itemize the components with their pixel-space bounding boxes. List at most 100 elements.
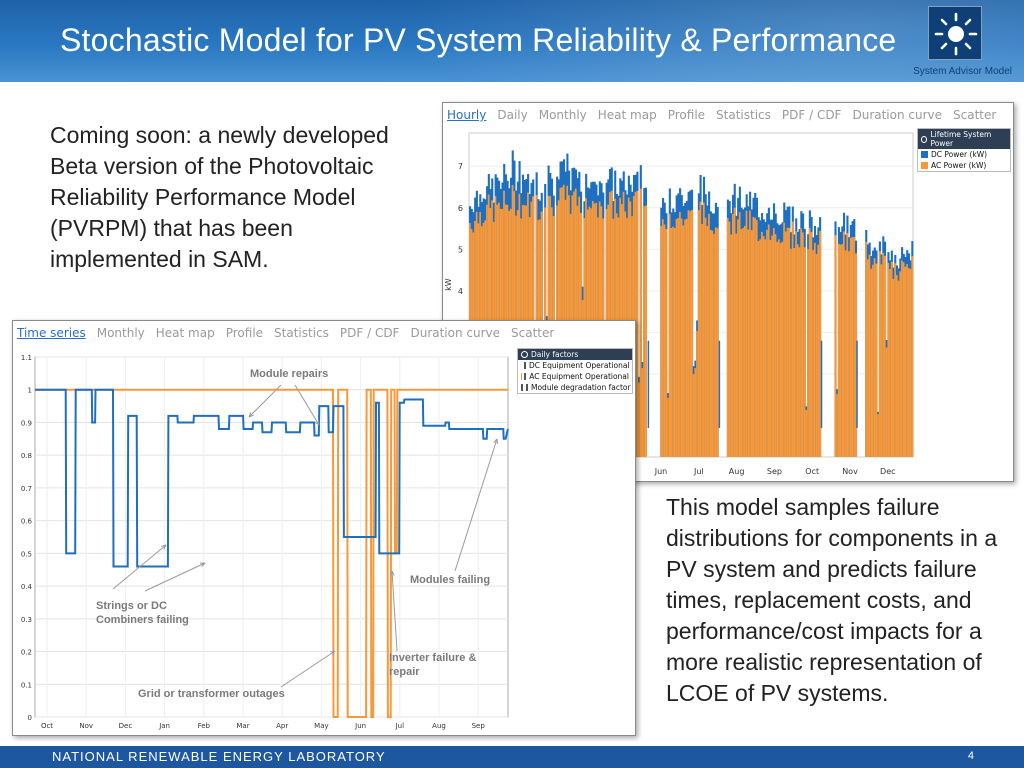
legend-item-ac-equipment[interactable]: AC Equipment Operational (518, 371, 632, 382)
back-tab-daily[interactable]: Daily (497, 108, 528, 122)
ac-power-bar (665, 229, 668, 457)
legend-item-module-degradation[interactable]: Module degradation factor (518, 382, 632, 393)
legend-label-dc: DC Power (kW) (931, 150, 988, 159)
slide-header: Stochastic Model for PV System Reliabili… (0, 0, 1024, 82)
front-tab-time-series[interactable]: Time series (17, 326, 86, 340)
ac-power-bar (837, 243, 840, 457)
ac-power-bar (803, 247, 806, 457)
annotation-grid: Grid or transformer outages (138, 688, 285, 700)
back-tab-monthly[interactable]: Monthly (538, 108, 587, 122)
ac-power-bar (805, 410, 808, 457)
annotation-arrow (454, 438, 498, 572)
ac-power-bar (795, 231, 798, 457)
ac-power-bar (673, 227, 677, 457)
ac-power-bar (692, 374, 695, 457)
y-tick-label: 0.1 (21, 681, 32, 689)
ac-power-bar (702, 202, 706, 457)
ac-power-bar (904, 266, 907, 457)
x-tick-label: Jul (693, 467, 704, 476)
ac-power-bar (875, 263, 878, 457)
ac-power-bar (636, 190, 639, 457)
ac-power-bar (892, 278, 895, 457)
annotation-modules-failing: Modules failing (410, 574, 490, 586)
ac-power-bar (870, 268, 873, 457)
ac-power-bar (772, 228, 776, 457)
back-tab-hourly[interactable]: Hourly (447, 108, 487, 122)
ac-power-bar (699, 201, 702, 457)
collapse-icon[interactable] (521, 351, 528, 358)
ac-power-bar (907, 268, 910, 457)
ac-power-bar (897, 280, 900, 457)
y-tick-label: 1.1 (21, 354, 32, 362)
x-tick-label: Mar (236, 722, 249, 730)
front-tab-monthly[interactable]: Monthly (96, 326, 145, 340)
front-legend-title: Daily factors (531, 350, 579, 359)
ac-power-bar (667, 398, 670, 457)
front-tab-duration-curve[interactable]: Duration curve (410, 326, 501, 340)
y-tick-label: 6 (458, 204, 463, 213)
front-tab-profile[interactable]: Profile (225, 326, 264, 340)
collapse-icon[interactable] (921, 135, 928, 143)
ac-power-bar (726, 217, 729, 457)
annotation-strings-failing: Strings or DC Combiners failing (96, 600, 189, 626)
annotation-arrow (112, 544, 167, 590)
y-tick-label: 7 (458, 162, 463, 171)
checkbox-icon[interactable] (524, 373, 527, 380)
front-tab-scatter[interactable]: Scatter (511, 326, 555, 340)
front-tab-heat-map[interactable]: Heat map (155, 326, 215, 340)
sam-logo (928, 6, 982, 60)
ac-power-bar (697, 210, 700, 457)
checkbox-icon[interactable] (524, 362, 526, 369)
y-tick-label: 0.7 (21, 485, 32, 493)
y-tick-label: 0.3 (21, 616, 32, 624)
back-tab-statistics[interactable]: Statistics (716, 108, 771, 122)
legend-label-ac: AC Power (kW) (931, 161, 987, 170)
x-tick-label: Nov (842, 467, 858, 476)
ac-power-bar (853, 237, 856, 457)
ac-power-bar (901, 260, 904, 457)
ac-power-bar (813, 242, 817, 457)
ac-power-bar (899, 271, 902, 457)
checkbox-icon[interactable] (521, 384, 523, 391)
legend-label-module-degradation: Module degradation factor (531, 383, 631, 392)
x-tick-label: Jun (354, 722, 366, 730)
y-tick-label: 0.6 (21, 518, 33, 526)
legend-item-dc-equipment[interactable]: DC Equipment Operational (518, 360, 632, 371)
front-tab-pdf-cdf[interactable]: PDF / CDF (339, 326, 400, 340)
ac-power-bar (786, 227, 789, 457)
back-tab-pdf-cdf[interactable]: PDF / CDF (781, 108, 842, 122)
ac-power-bar (868, 254, 871, 457)
ac-power-bar (839, 244, 842, 457)
ac-power-bar (841, 244, 844, 457)
ac-power-bar (755, 219, 758, 457)
checkbox-icon[interactable] (526, 384, 528, 391)
ac-power-bar (890, 261, 893, 457)
back-tab-heat-map[interactable]: Heat map (597, 108, 657, 122)
ac-power-bar (696, 330, 699, 457)
back-tab-profile[interactable]: Profile (667, 108, 706, 122)
ac-power-bar (906, 264, 909, 457)
ac-power-bar (644, 205, 647, 457)
back-tab-scatter[interactable]: Scatter (953, 108, 997, 122)
x-tick-label: Apr (276, 722, 288, 730)
x-tick-label: Oct (41, 722, 53, 730)
front-tab-statistics[interactable]: Statistics (274, 326, 329, 340)
ac-power-bar (909, 268, 912, 457)
ac-power-bar (812, 250, 815, 457)
ac-power-bar (738, 212, 741, 457)
legend-item-ac[interactable]: AC Power (kW) (918, 160, 1010, 171)
x-tick-label: Dec (119, 722, 133, 730)
arrow-head-icon (329, 650, 336, 656)
ac-power-bar (902, 262, 905, 457)
ac-power-bar (880, 264, 883, 457)
annotation-arrow (294, 384, 320, 426)
x-tick-label: Sep (472, 722, 486, 730)
x-tick-label: Jul (395, 722, 405, 730)
ac-power-bar (708, 213, 711, 457)
ac-power-bar (682, 225, 685, 457)
back-tab-duration-curve[interactable]: Duration curve (852, 108, 943, 122)
ac-power-bar (791, 221, 794, 457)
legend-label-dc-equipment: DC Equipment Operational (529, 361, 630, 370)
ac-power-bar (784, 231, 788, 457)
legend-item-dc[interactable]: DC Power (kW) (918, 149, 1010, 160)
